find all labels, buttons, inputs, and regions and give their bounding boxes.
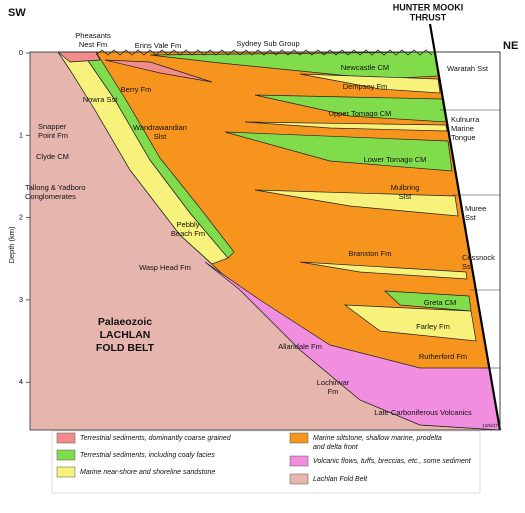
sw-label: SW (8, 7, 26, 19)
unit-label: Clyde CM (36, 152, 69, 161)
unit-label: Cessnock (462, 253, 495, 262)
frame (29, 51, 501, 431)
unit-label: Point Fm (38, 131, 68, 140)
lower-tomago (224, 131, 453, 172)
tick-label: 4 (19, 377, 23, 386)
unit-label: Wasp Head Fm (139, 263, 191, 272)
unit-label: Wandrawandian (133, 123, 187, 132)
unit-label: Waratah Sst (447, 64, 489, 73)
unit-label: Berry Fm (121, 85, 152, 94)
legend-label: Marine siltstone, shallow marine, prodel… (313, 435, 442, 442)
unit-label: Beach Fm (171, 229, 205, 238)
unit-label: Lochinvar (317, 378, 350, 387)
tick-label: 0 (19, 48, 23, 57)
unit-label: Palaeozoic (98, 316, 152, 328)
legend-label: and delta front (313, 444, 359, 451)
legend-swatch (289, 455, 309, 467)
berry-coarse (104, 59, 213, 83)
unconformity-line (95, 49, 433, 56)
unit-label: Tallong & Yadboro (25, 183, 86, 192)
unit-label: Kulnurra (451, 115, 480, 124)
unconformity (95, 49, 433, 56)
unit-label: Lower Tomago CM (364, 155, 427, 164)
legend-label: Marine near-shore and shoreline sandston… (80, 469, 215, 476)
unit-label: Branxton Fm (349, 249, 392, 258)
legend-swatch (56, 449, 76, 461)
unit-label: Newcastle CM (341, 63, 389, 72)
unit-label: 12/N/17 (482, 423, 498, 428)
tick-label: 1 (19, 130, 23, 139)
unit-label: Slst (154, 132, 167, 141)
unit-label: Erins Vale Fm (135, 41, 182, 50)
unit-label: Farley Fm (416, 322, 450, 331)
unit-label: Slst (399, 192, 412, 201)
thrust-title: HUNTER MOOKI (393, 2, 464, 12)
thrust-fault (428, 23, 502, 431)
legend-swatch (289, 473, 309, 485)
axis-label: Depth (km) (7, 226, 16, 264)
unit-label: Mulbring (391, 183, 420, 192)
unit-label: Pheasants (75, 31, 111, 40)
legend (51, 430, 481, 494)
legend-swatch (289, 432, 309, 444)
thrust-title: THRUST (410, 12, 447, 22)
legend-label: Lachlan Fold Belt (313, 476, 368, 483)
tick-label: 2 (19, 213, 23, 222)
unit-label: Muree (465, 204, 486, 213)
ne-label: NE (503, 40, 518, 52)
dempsey (299, 73, 441, 94)
legend-swatch (56, 432, 76, 444)
clyde-coal (81, 51, 235, 259)
unit-label: Snapper (38, 122, 67, 131)
unit-label: Marine (451, 124, 474, 133)
unit-label: LACHLAN (100, 329, 151, 341)
unit-label: Upper Tomago CM (329, 109, 392, 118)
legend-swatch (56, 466, 76, 478)
unit-label: Conglomerates (25, 192, 76, 201)
unit-label: FOLD BELT (96, 342, 155, 354)
unit-label: Pebbly (177, 220, 200, 229)
legend-label: Terrestrial sediments, dominantly coarse… (80, 435, 232, 442)
unit-label: Sydney Sub Group (236, 39, 299, 48)
legend-label: Terrestrial sediments, including coaly f… (80, 452, 215, 459)
unit-label: Rutherford Fm (419, 352, 467, 361)
unit-label: Dempsey Fm (343, 82, 388, 91)
unit-label: Allandale Fm (278, 342, 322, 351)
cessnock (299, 261, 468, 280)
unit-label: Sst (465, 213, 477, 222)
unit-label: Late Carboniferous Volcanics (374, 408, 472, 417)
muree (254, 189, 459, 217)
farley (343, 304, 477, 342)
tick-label: 3 (19, 295, 23, 304)
legend-label: Volcanic flows, tuffs, breccias, etc., s… (313, 458, 472, 465)
kulnurra (244, 121, 448, 132)
unit-label: Greta CM (424, 298, 457, 307)
unit-label: Sst (462, 262, 474, 271)
unit-label: Fm (328, 387, 339, 396)
unit-label: Tongue (451, 133, 476, 142)
unit-label: Nowra Sst (83, 95, 119, 104)
unit-label: Nest Fm (79, 40, 107, 49)
